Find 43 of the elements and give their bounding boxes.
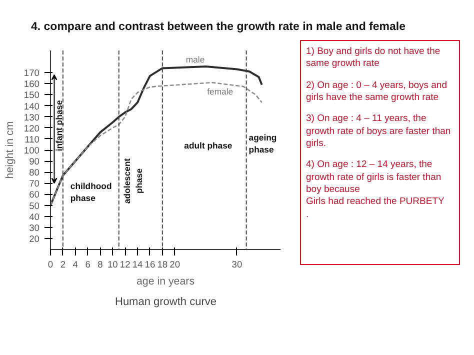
x-tick-label: 4	[72, 260, 78, 270]
y-tick-label: 140	[24, 101, 40, 112]
y-tick-label: 40	[29, 212, 40, 222]
y-axis-title: height in cm	[4, 121, 16, 179]
y-tick-label: 120	[24, 123, 40, 134]
x-tick-label: 12	[120, 260, 130, 270]
y-tick-label: 170	[24, 68, 40, 78]
text: 1) Boy and girls do not have the same growth rate	[306, 46, 442, 71]
y-tick-label: 50	[29, 200, 40, 211]
y-tick-label: 90	[29, 156, 40, 167]
annotation: infant phase	[54, 100, 64, 152]
x-tick-label: 16	[144, 260, 156, 270]
y-tick-label: 80	[29, 168, 40, 178]
y-tick-label: 60	[29, 190, 40, 200]
y-tick-label: 160	[24, 79, 40, 90]
series-label: male	[186, 54, 205, 65]
x-tick-label: 10	[107, 260, 118, 270]
text: 2) On age : 0 – 4 years, boys and girls have the same growth rate	[306, 80, 448, 104]
x-tick-label: 20	[170, 260, 180, 270]
y-tick-label: 110	[24, 134, 40, 144]
x-tick-label: 18	[157, 260, 168, 270]
y-tick-label: 70	[29, 178, 40, 189]
text: 4) On age : 12 – 14 years, the growth rate of girls is faster than boy because Girls had reached the PURBETY .	[306, 159, 446, 222]
text: Human growth curve	[115, 295, 216, 310]
annotation: ageing phase	[248, 132, 277, 154]
y-tick-label: 30	[29, 222, 40, 233]
annotation: childhood phase	[70, 181, 112, 204]
x-tick-label: 8	[98, 260, 103, 270]
x-tick-label: 14	[132, 260, 143, 270]
chart-title: 4. compare and contrast between the growth rate in male and female	[31, 20, 406, 35]
x-tick-label: 6	[85, 260, 90, 270]
annotation: adolescent phase	[122, 158, 144, 204]
y-tick-label: 130	[24, 112, 40, 122]
text: 3) On age : 4 – 11 years, the growth rate of boys are faster than girls.	[306, 113, 452, 150]
y-tick-label: 150	[24, 90, 40, 100]
x-tick-label: 2	[60, 260, 66, 270]
y-tick-label: 100	[24, 146, 40, 156]
y-tick-label: 20	[29, 234, 40, 244]
annotation: adult phase	[184, 140, 232, 151]
series-label: female	[207, 86, 234, 97]
x-axis-title: age in years	[136, 276, 195, 288]
x-tick-label: 30	[232, 260, 242, 270]
x-tick-label: 0	[48, 260, 54, 270]
